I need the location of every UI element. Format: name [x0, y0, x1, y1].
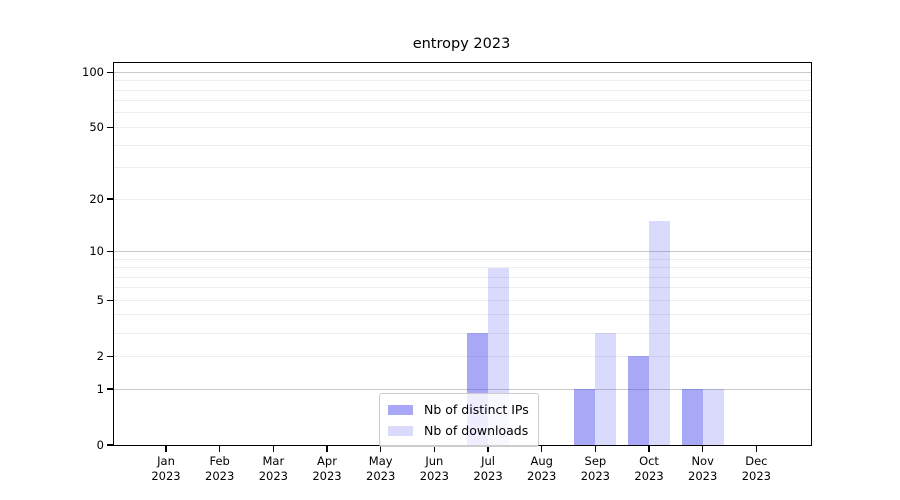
x-tick-mark-sep	[594, 446, 596, 452]
legend-swatch-distinct-ips	[388, 404, 413, 415]
gridline-major-1	[114, 388, 811, 390]
x-tick-label-may: May 2023	[366, 454, 396, 483]
x-tick-label-feb: Feb 2023	[205, 454, 235, 483]
gridline-minor-30	[114, 167, 811, 169]
bar-downloads-sep	[595, 333, 617, 445]
bar-downloads-nov	[702, 389, 724, 445]
gridline-minor-2	[114, 355, 811, 357]
legend-row-downloads: Nb of downloads	[388, 420, 529, 441]
gridline-minor-90	[114, 80, 811, 82]
gridline-minor-4	[114, 314, 811, 316]
gridline-minor-80	[114, 89, 811, 91]
x-tick-mark-aug	[541, 446, 543, 452]
gridline-minor-3	[114, 332, 811, 334]
bar-distinct-ips-nov	[681, 389, 703, 445]
x-tick-mark-mar	[272, 446, 274, 452]
bar-distinct-ips-oct	[628, 356, 650, 445]
x-tick-label-dec: Dec 2023	[741, 454, 771, 483]
x-tick-label-oct: Oct 2023	[634, 454, 664, 483]
chart-title: entropy 2023	[412, 36, 511, 52]
legend-swatch-downloads	[388, 425, 413, 436]
y-tick-label-20: 20	[89, 192, 104, 207]
y-tick-label-1: 1	[96, 382, 104, 396]
x-tick-label-aug: Aug 2023	[527, 454, 557, 483]
legend-label-downloads: Nb of downloads	[424, 423, 529, 438]
legend: Nb of distinct IPs Nb of downloads	[379, 393, 539, 447]
legend-label-distinct-ips: Nb of distinct IPs	[424, 402, 529, 417]
gridline-minor-40	[114, 144, 811, 146]
x-tick-mark-nov	[702, 446, 704, 452]
gridline-major-10	[114, 250, 811, 252]
y-tick-label-0: 0	[96, 438, 104, 452]
x-tick-mark-jul	[487, 446, 489, 452]
gridline-minor-70	[114, 100, 811, 102]
y-tick-mark-100	[107, 71, 113, 73]
y-tick-label-100: 100	[82, 65, 104, 80]
y-tick-label-5: 5	[96, 293, 104, 308]
y-tick-mark-2	[107, 355, 113, 357]
x-tick-label-jul: Jul 2023	[473, 454, 503, 483]
plot-area: 0 1 2 5 10 20 50 100 Jan 2023 Feb 2023 Mar 2023 Apr 202…	[82, 62, 812, 483]
y-tick-mark-1	[107, 388, 113, 390]
x-tick-mark-dec	[755, 446, 758, 452]
y-tick-label-50: 50	[89, 120, 104, 135]
bar-downloads-oct	[649, 221, 671, 445]
x-tick-mark-may	[380, 446, 382, 452]
x-tick-mark-jun	[433, 446, 435, 452]
bar-distinct-ips-sep	[574, 389, 596, 445]
gridline-minor-7	[114, 276, 811, 278]
gridline-minor-8	[114, 267, 811, 268]
y-tick-mark-10	[107, 250, 113, 252]
x-tick-label-jan: Jan 2023	[151, 454, 181, 483]
y-tick-label-10: 10	[89, 244, 104, 259]
x-tick-mark-oct	[648, 446, 650, 452]
y-tick-mark-5	[107, 299, 113, 301]
y-tick-mark-0	[107, 444, 113, 446]
legend-row-distinct-ips: Nb of distinct IPs	[388, 399, 529, 420]
x-tick-label-nov: Nov 2023	[688, 454, 718, 483]
gridline-minor-6	[114, 287, 811, 289]
x-tick-mark-jan	[165, 446, 167, 452]
x-tick-label-apr: Apr 2023	[312, 454, 342, 483]
gridline-minor-20	[114, 198, 811, 200]
gridline-minor-50	[114, 126, 811, 128]
y-tick-mark-20	[107, 198, 113, 200]
gridline-minor-9	[114, 258, 811, 260]
x-tick-label-jun: Jun 2023	[419, 454, 449, 483]
x-tick-mark-apr	[326, 446, 328, 452]
x-tick-label-sep: Sep 2023	[580, 454, 610, 483]
x-tick-mark-feb	[219, 446, 221, 452]
y-tick-mark-50	[107, 126, 113, 129]
gridline-minor-5	[114, 299, 811, 301]
x-tick-label-mar: Mar 2023	[258, 454, 288, 483]
y-tick-label-2: 2	[96, 349, 104, 364]
gridline-major-100	[114, 71, 811, 73]
gridline-minor-60	[114, 112, 811, 114]
